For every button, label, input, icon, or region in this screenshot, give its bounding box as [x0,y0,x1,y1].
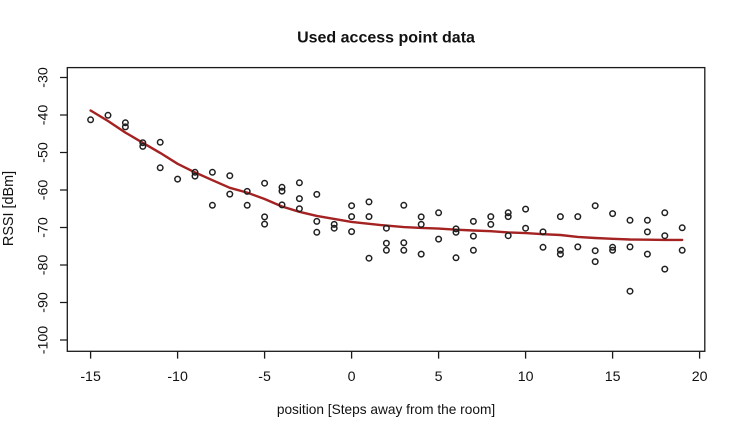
svg-text:-70: -70 [36,217,52,238]
svg-text:0: 0 [348,369,356,385]
svg-text:-10: -10 [167,369,188,385]
svg-text:-40: -40 [36,105,52,126]
svg-text:20: 20 [692,369,708,385]
svg-text:-5: -5 [258,369,271,385]
svg-text:5: 5 [435,369,443,385]
svg-text:-50: -50 [36,142,52,163]
svg-text:-80: -80 [36,255,52,276]
svg-text:-90: -90 [36,292,52,313]
svg-text:-15: -15 [80,369,101,385]
svg-text:-100: -100 [36,326,52,355]
svg-text:-60: -60 [36,180,52,201]
svg-text:10: 10 [518,369,534,385]
svg-text:-30: -30 [36,67,52,88]
svg-text:15: 15 [605,369,621,385]
svg-text:RSSI [dBm]: RSSI [dBm] [1,171,17,246]
svg-text:Used access point data: Used access point data [297,29,475,46]
svg-text:position [Steps away from the: position [Steps away from the room] [277,402,495,417]
